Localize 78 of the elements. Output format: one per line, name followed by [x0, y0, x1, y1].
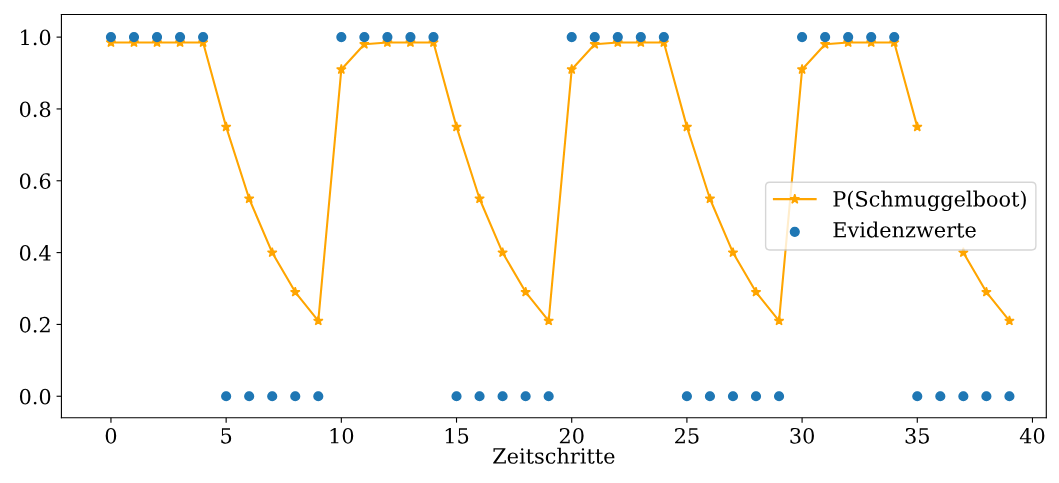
point [359, 32, 370, 43]
point [681, 391, 692, 402]
x-tick-label: 5 [221, 428, 232, 444]
x-tick-label: 40 [1019, 427, 1045, 444]
point [912, 391, 923, 402]
point [451, 121, 462, 132]
point [497, 247, 508, 258]
point [336, 63, 347, 75]
point [727, 391, 739, 402]
x-tick-label: 0 [105, 427, 117, 444]
point [681, 121, 693, 132]
point [589, 32, 600, 43]
point [958, 391, 969, 402]
point [428, 32, 439, 43]
point [105, 32, 117, 43]
point [612, 32, 623, 43]
point [797, 32, 808, 43]
point [382, 32, 393, 43]
point [198, 32, 209, 43]
point [220, 121, 232, 132]
point [820, 32, 831, 43]
point [267, 391, 278, 402]
point [796, 63, 808, 75]
point [566, 32, 577, 43]
point [312, 315, 324, 326]
point [889, 32, 900, 43]
point [843, 32, 854, 43]
point [750, 286, 762, 297]
legend-label: P(Schmuggelboot) [833, 190, 1026, 212]
point [773, 391, 785, 402]
point [221, 391, 232, 402]
point [474, 391, 485, 402]
point [727, 247, 739, 258]
point [981, 286, 992, 297]
x-tick-label: 35 [905, 427, 929, 444]
point [773, 315, 785, 326]
point [520, 391, 531, 402]
x-tick-label: 10 [330, 427, 354, 444]
point [911, 121, 923, 132]
point [336, 32, 347, 43]
x-tick-label: 25 [675, 427, 699, 444]
y-tick-label: 0.8 [19, 101, 51, 118]
point [1004, 391, 1015, 402]
point [405, 32, 416, 43]
point [174, 32, 186, 43]
point [128, 32, 140, 43]
x-tick-label: 15 [445, 427, 469, 444]
point [658, 32, 669, 43]
point [451, 391, 462, 402]
point [981, 391, 992, 402]
point [151, 32, 163, 43]
y-tick-label: 0.6 [19, 173, 51, 189]
point [543, 391, 554, 402]
point [704, 193, 716, 204]
point [290, 391, 301, 402]
point [566, 63, 578, 75]
y-tick-label: 0.2 [19, 316, 50, 333]
point [497, 391, 508, 402]
x-tick-label: 30 [790, 427, 814, 444]
point [243, 193, 255, 204]
point [704, 391, 716, 402]
point [750, 391, 762, 402]
point [543, 315, 554, 326]
point [635, 32, 646, 43]
point [935, 391, 946, 402]
point [244, 391, 255, 402]
y-tick-label: 0.4 [19, 245, 51, 261]
point [289, 286, 301, 297]
point [1004, 315, 1015, 326]
y-tick-label: 0.0 [19, 388, 51, 405]
x-tick-label: 20 [559, 427, 584, 444]
point [266, 247, 278, 258]
legend-label: Evidenzwerte [833, 221, 976, 238]
x-axis-title: Zeitschritte [493, 447, 615, 464]
point [866, 32, 877, 43]
point [520, 286, 531, 297]
y-tick-label: 1.0 [21, 29, 51, 46]
point [313, 391, 324, 402]
